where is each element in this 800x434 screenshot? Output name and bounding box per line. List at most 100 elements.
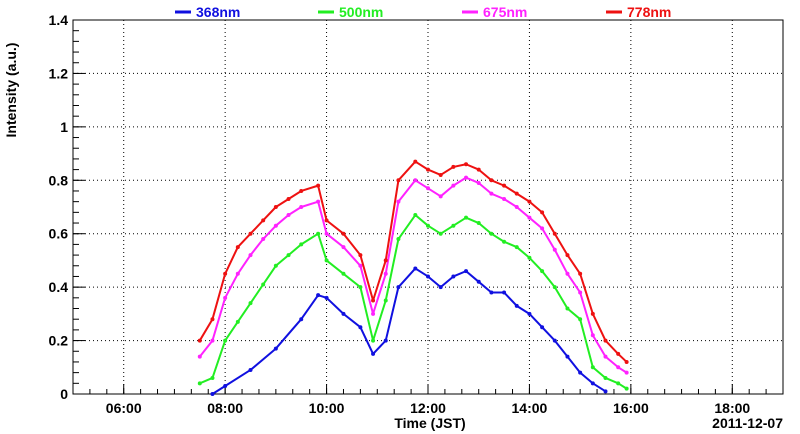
data-point xyxy=(248,253,253,258)
data-point xyxy=(565,253,570,258)
data-point xyxy=(286,196,291,201)
data-point xyxy=(426,186,430,191)
date-label: 2011-12-07 xyxy=(712,415,783,431)
data-point xyxy=(413,159,418,164)
data-point xyxy=(371,338,376,343)
data-point xyxy=(210,338,215,343)
data-point xyxy=(603,338,608,343)
data-point xyxy=(286,213,291,218)
data-point xyxy=(540,210,545,215)
data-point xyxy=(358,253,363,258)
data-point xyxy=(489,191,494,196)
data-point xyxy=(396,237,401,242)
data-point xyxy=(451,223,456,228)
data-point xyxy=(273,223,278,228)
data-point xyxy=(426,223,430,228)
data-point xyxy=(248,231,253,236)
data-point xyxy=(383,298,388,303)
data-point xyxy=(248,301,253,306)
data-point xyxy=(603,389,608,394)
data-point xyxy=(514,245,519,250)
data-point xyxy=(371,311,376,316)
axis-ticks: 06:00 08:00 10:00 12:00 14:00 16:00 18:00 0 0.2 0… xyxy=(49,12,784,416)
data-point xyxy=(527,215,532,220)
data-point xyxy=(316,231,321,236)
data-point xyxy=(590,333,595,338)
data-point xyxy=(624,370,629,375)
data-point xyxy=(413,178,418,183)
grid-lines xyxy=(73,19,783,395)
y-tick-label: 0.2 xyxy=(49,333,69,349)
data-point xyxy=(197,354,202,359)
data-point xyxy=(565,271,570,276)
data-point xyxy=(438,285,443,290)
data-point xyxy=(223,383,228,388)
data-point xyxy=(273,205,278,209)
data-point xyxy=(502,290,507,295)
data-point xyxy=(223,338,228,343)
data-point xyxy=(299,317,304,322)
data-point xyxy=(286,253,291,258)
y-tick-label: 1.4 xyxy=(49,12,69,28)
data-point xyxy=(426,167,430,172)
data-point xyxy=(565,306,570,311)
data-point xyxy=(578,290,583,295)
data-point xyxy=(261,282,266,287)
data-point xyxy=(502,183,507,188)
data-point xyxy=(603,354,608,359)
data-point xyxy=(540,226,545,231)
data-point xyxy=(552,285,557,290)
data-point xyxy=(451,164,456,169)
series-line xyxy=(211,267,607,395)
series-line xyxy=(199,176,628,374)
x-tick-label: 14:00 xyxy=(512,400,548,416)
data-point xyxy=(316,199,321,204)
data-point xyxy=(299,205,304,209)
data-point xyxy=(316,183,321,188)
data-point xyxy=(624,359,629,364)
y-tick-label: 0.8 xyxy=(49,172,69,188)
series-368nm xyxy=(210,266,608,396)
series-500nm xyxy=(197,213,629,391)
data-point xyxy=(273,263,278,268)
data-point xyxy=(324,295,329,300)
data-point xyxy=(426,274,430,279)
series-line xyxy=(199,214,628,390)
data-point xyxy=(261,218,266,223)
data-point xyxy=(616,351,621,356)
data-point xyxy=(235,271,240,276)
data-point xyxy=(489,178,494,183)
data-point xyxy=(299,242,304,247)
data-point xyxy=(438,231,443,236)
data-point xyxy=(371,351,376,356)
data-point xyxy=(527,255,532,260)
y-tick-label: 0.6 xyxy=(49,226,69,242)
legend-label: 675nm xyxy=(483,4,527,20)
data-point xyxy=(578,317,583,322)
data-point xyxy=(502,196,507,201)
data-point xyxy=(514,205,519,209)
x-tick-label: 10:00 xyxy=(309,400,345,416)
data-point xyxy=(603,375,608,380)
data-point xyxy=(396,178,401,183)
data-point xyxy=(540,325,545,330)
data-point xyxy=(464,269,469,274)
data-point xyxy=(235,319,240,324)
data-point xyxy=(464,162,469,167)
data-point xyxy=(235,245,240,250)
data-point xyxy=(464,175,469,180)
data-point xyxy=(223,295,228,300)
data-point xyxy=(438,172,443,177)
data-point xyxy=(476,180,481,185)
data-point xyxy=(540,269,545,274)
data-point xyxy=(210,317,215,322)
data-point xyxy=(590,365,595,370)
data-point xyxy=(371,298,376,303)
data-point xyxy=(341,311,346,316)
data-point xyxy=(396,199,401,204)
data-point xyxy=(438,194,443,199)
data-point xyxy=(197,338,202,343)
data-point xyxy=(324,218,329,223)
data-point xyxy=(324,231,329,236)
